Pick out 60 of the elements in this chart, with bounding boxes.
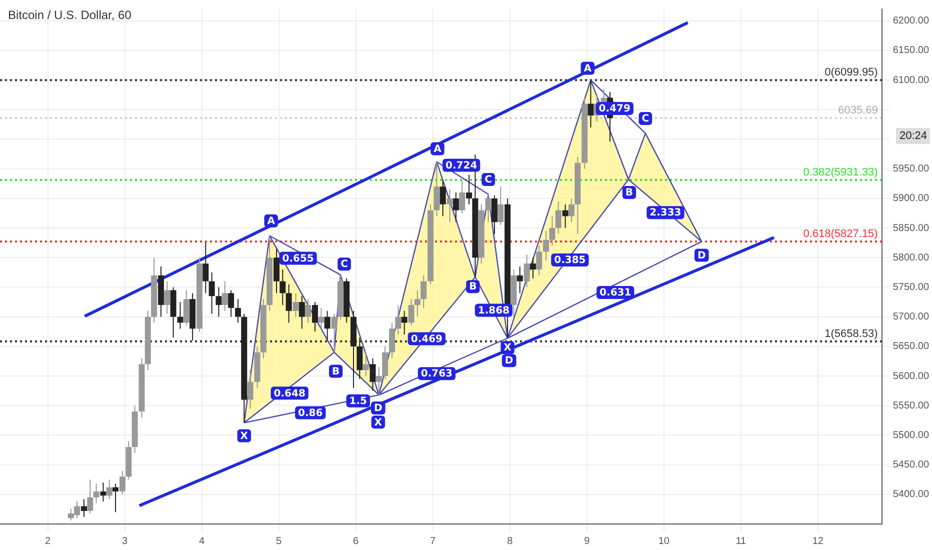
ref-line-label: 1(5658.53) — [824, 328, 878, 340]
y-tick-label: 5450.00 — [892, 460, 930, 471]
x-tick-label: 12 — [812, 536, 824, 547]
y-tick-label: 5400.00 — [892, 489, 930, 500]
annotation: D — [697, 250, 706, 262]
annotation: C — [484, 174, 492, 186]
annotation: 1.868 — [478, 305, 510, 316]
x-tick-label: 11 — [736, 536, 747, 547]
annotation: B — [625, 188, 634, 199]
annotation: A — [267, 216, 276, 228]
y-tick-label: 5700.00 — [892, 312, 930, 323]
annotation: 0.648 — [274, 388, 306, 400]
annotation: D — [374, 403, 382, 414]
y-tick-label: 5600.00 — [892, 370, 930, 382]
y-tick-label: 5750.00 — [892, 282, 930, 293]
annotation: D — [504, 356, 514, 367]
annotation: X — [504, 342, 512, 354]
annotation: C — [340, 259, 348, 270]
annotation: 0.469 — [410, 334, 443, 345]
chart-title: Bitcoin / U.S. Dollar, 60 — [8, 8, 132, 22]
annotation: 2.333 — [650, 208, 682, 219]
y-tick-label: 5500.00 — [892, 430, 930, 441]
x-tick-label: 2 — [44, 536, 51, 547]
x-tick-label: 4 — [199, 536, 206, 547]
annotation: X — [374, 417, 382, 428]
y-tick-label: 5800.00 — [892, 252, 930, 264]
x-tick-label: 3 — [122, 536, 128, 547]
ref-line-label: 0.618(5827.15) — [803, 228, 878, 240]
annotation: 0.631 — [600, 288, 632, 299]
annotation: C — [642, 114, 650, 125]
annotation: A — [434, 144, 442, 155]
y-tick-label: 6150.00 — [892, 45, 930, 56]
ref-line-label: 0.382(5931.33) — [803, 166, 878, 178]
annotation: B — [332, 366, 340, 378]
text: 20:24 — [896, 128, 930, 144]
y-tick-label: 5650.00 — [892, 341, 930, 352]
annotation: 0.724 — [446, 160, 478, 172]
annotation: 0.763 — [420, 368, 453, 380]
y-tick-label: 5900.00 — [892, 193, 930, 204]
annotation: 0.479 — [598, 104, 630, 115]
annotation: B — [469, 282, 477, 293]
x-tick-label: 5 — [276, 536, 282, 547]
x-tick-label: 6 — [353, 536, 360, 547]
annotation: 0.385 — [554, 255, 586, 266]
ref-line-label: 0(6099.95) — [824, 66, 878, 79]
y-tick-label: 6100.00 — [892, 74, 930, 86]
y-tick-label: 5850.00 — [892, 222, 930, 234]
annotation: X — [240, 430, 248, 442]
y-tick-label: 5550.00 — [892, 400, 930, 412]
annotation: 0.86 — [298, 408, 323, 419]
x-tick-label: 7 — [430, 536, 436, 547]
y-tick-label: 6200.00 — [892, 16, 930, 27]
annotation: A — [584, 63, 592, 74]
x-tick-label: 9 — [584, 536, 590, 547]
x-tick-label: 10 — [658, 536, 670, 547]
ref-line-label: 6035.69 — [838, 104, 878, 117]
annotation: 1.5 — [349, 396, 368, 407]
y-tick-label: 5950.00 — [892, 164, 930, 175]
x-tick-label: 8 — [507, 536, 514, 547]
annotation: 0.655 — [282, 253, 314, 264]
